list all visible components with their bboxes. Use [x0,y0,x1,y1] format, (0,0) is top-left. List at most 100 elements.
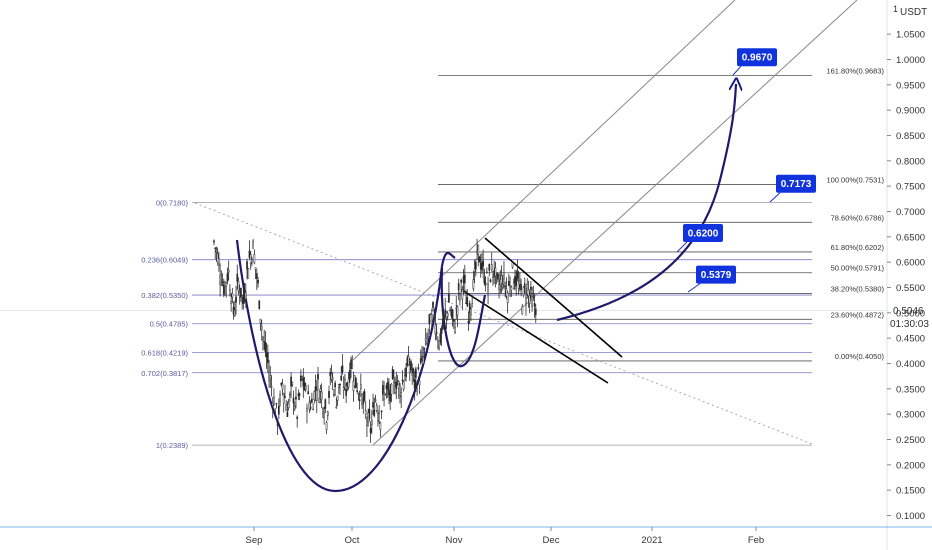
candle-body [336,395,339,401]
candle-body [434,324,437,335]
candle-body [439,333,442,344]
currency-label: USDT [900,7,927,18]
candle-body [282,393,285,404]
candle-body [506,292,509,304]
candle-body [244,291,247,300]
candle-body [233,309,236,316]
candle-body [422,356,425,364]
candle-body [311,398,313,403]
target-callout[interactable]: 0.6200 [676,224,723,253]
candle-body [456,306,459,316]
right-fib-level-label: 78.60%(0.6786) [831,213,885,222]
candle-body [386,381,389,390]
candle-body [317,373,319,380]
price-tick-label: 0.2500 [896,435,925,446]
candle-body [472,279,475,290]
candle-body [252,240,255,249]
target-callout[interactable]: 0.7173 [769,174,816,203]
candle-body [323,412,325,419]
candle-body [227,269,230,273]
candle-body [345,389,347,396]
time-tick-label: Dec [543,535,560,546]
candle-body [501,284,504,288]
candle-body [531,296,533,307]
candle-body [485,271,488,274]
candle-body [380,410,383,413]
candle-body [483,277,486,284]
candle-body [324,399,327,409]
candle-body [271,402,274,406]
target-callouts[interactable]: 0.9670 0.7173 0.6200 0.5379 [676,48,816,293]
candle-body [315,390,318,401]
candle-body [236,273,239,282]
candle-body [521,305,524,315]
callout-box [696,265,736,284]
candle-body [482,260,485,267]
candle-body [528,295,531,304]
candle-body [279,394,281,402]
candle-body [370,420,373,425]
candle-body [530,286,532,290]
candle-body [515,276,518,287]
candle-body [273,396,275,405]
candle-body [441,318,444,329]
left-fib-level-label: 0(0.7180) [156,198,189,207]
candle-body [235,296,237,303]
candle-body [248,250,251,258]
time-tick-label: Nov [446,535,463,546]
candle-body [263,340,266,343]
candle-body [471,303,474,308]
price-tick-label: 1.0000 [896,55,925,66]
target-callout[interactable]: 0.5379 [687,265,736,293]
candle-body [454,327,456,333]
candle-body [481,262,483,271]
candle-body [262,337,264,340]
target-callout[interactable]: 0.9670 [732,48,777,76]
drawing-tools[interactable] [194,0,858,493]
candle-body [341,365,344,373]
candle-body [487,283,489,295]
left-fib-level-label: 0.236(0.6049) [141,256,188,265]
callout-value: 0.7173 [781,179,812,190]
candle-body [237,281,240,292]
candle-body [393,377,395,383]
candle-body [407,356,410,366]
wedge-lower-line [461,289,609,384]
candle-body [404,375,406,381]
candle-body [216,253,219,263]
candle-body [457,283,460,291]
candle-body [426,337,428,344]
left-fib-level-label: 0.618(0.4219) [141,348,188,357]
time-axis[interactable]: Sep Oct Nov Dec 2021 Feb [246,527,765,546]
candle-body [526,283,529,295]
candle-body [467,321,470,324]
candle-body [284,395,286,398]
price-axis[interactable]: 1.0500 1.0000 0.9500 0.9000 0.8500 0.8000 0.75… [887,30,925,522]
candle-body [344,378,346,381]
candle-body [432,302,434,308]
candle-body [511,262,514,268]
candle-body [215,249,218,253]
candle-body [287,403,290,409]
candle-body [269,375,272,379]
channel-upper-line [352,0,736,361]
candle-body [359,384,362,390]
candle-body [342,387,345,391]
candle-body [221,281,224,284]
candle-body [259,318,262,324]
right-fibonacci-extension[interactable]: 161.80%(0.9683) 100.00%(0.7531) 78.60%(0.6… [438,67,885,362]
callout-pointer [769,192,781,203]
price-series[interactable] [213,238,537,443]
candle-body [295,396,297,400]
candle-body [417,367,420,370]
candle-body [347,378,350,388]
candle-body [452,319,455,322]
candle-body [326,411,329,416]
candle-body [412,368,415,373]
candle-body [448,293,450,303]
candle-body [340,375,343,381]
candle-body [494,267,497,277]
left-fibonacci-retracement[interactable]: 0(0.7180) 0.236(0.6049) 0.382(0.5350) 0.5(0… [141,198,812,450]
candle-body [313,391,316,400]
